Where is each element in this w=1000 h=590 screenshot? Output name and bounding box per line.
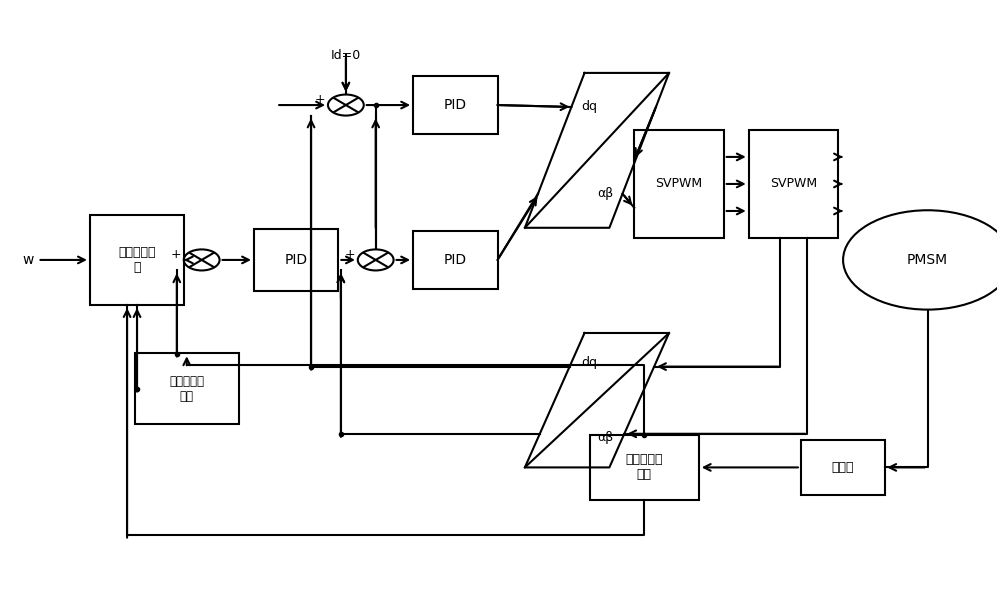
Text: +: + <box>345 248 355 261</box>
Text: αβ: αβ <box>597 187 613 200</box>
Circle shape <box>328 94 364 116</box>
Text: PMSM: PMSM <box>907 253 948 267</box>
Bar <box>254 230 338 291</box>
Text: SVPWM: SVPWM <box>655 178 703 191</box>
Bar <box>801 440 885 495</box>
Bar <box>90 215 184 305</box>
Text: 速度、角度
计算: 速度、角度 计算 <box>625 453 663 481</box>
Text: 负载转矩观
测器: 负载转矩观 测器 <box>169 375 204 402</box>
Circle shape <box>184 250 220 270</box>
Text: αβ: αβ <box>597 431 613 444</box>
Text: PID: PID <box>444 253 467 267</box>
Text: +: + <box>170 248 181 261</box>
Bar <box>634 130 724 238</box>
Bar <box>413 76 498 135</box>
Text: SVPWM: SVPWM <box>770 178 817 191</box>
Bar <box>590 435 699 500</box>
Bar <box>749 130 838 238</box>
Text: 加速度控制
器: 加速度控制 器 <box>118 246 156 274</box>
Text: dq: dq <box>581 356 597 369</box>
Bar <box>135 353 239 424</box>
Text: Id=0: Id=0 <box>331 49 361 62</box>
Circle shape <box>358 250 394 270</box>
Text: w: w <box>22 253 33 267</box>
Text: +: + <box>315 93 325 106</box>
Text: PID: PID <box>285 253 308 267</box>
Text: PID: PID <box>444 98 467 112</box>
Bar <box>413 231 498 289</box>
Text: dq: dq <box>581 100 597 113</box>
Text: 编码器: 编码器 <box>832 461 854 474</box>
